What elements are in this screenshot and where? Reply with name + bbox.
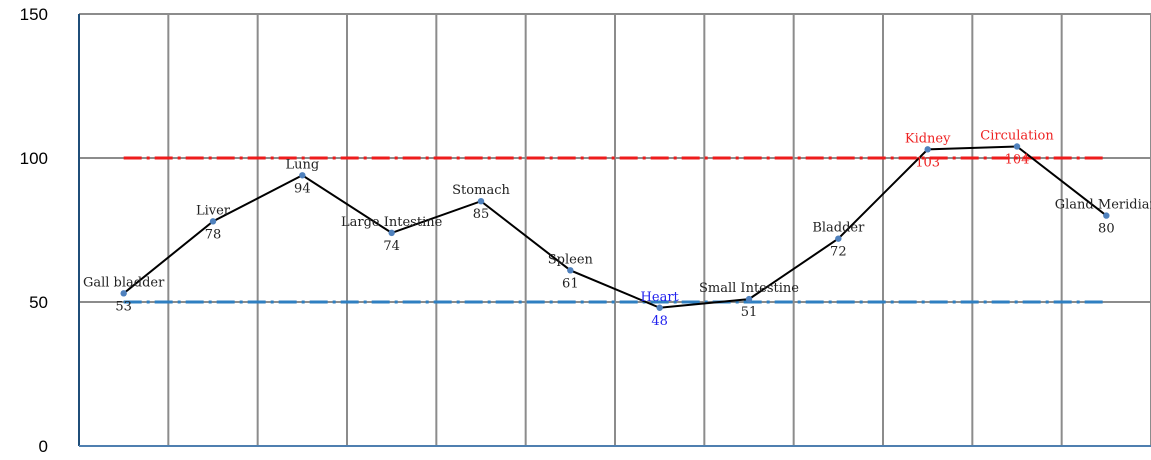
category-label: Large Intestine [341,215,443,230]
category-label: Liver [196,203,231,218]
data-point [835,235,842,242]
grid [79,13,1151,447]
category-label: Heart [641,290,680,305]
value-label: 53 [115,299,132,314]
data-point [1013,143,1021,150]
value-label: 85 [473,207,490,222]
reference-lines [123,156,1107,304]
value-label: 103 [915,155,940,170]
value-label: 48 [651,314,668,329]
category-label: Gland Meridian [1055,198,1151,213]
point-labels: Gall bladder 53 Liver 78 Lung 94 Large Intesti… [83,128,1151,328]
value-label: 51 [741,305,758,320]
value-label: 74 [383,239,400,254]
value-label: 80 [1098,222,1115,237]
category-label: Small Intestine [699,281,799,296]
category-label: Circulation [980,128,1054,143]
data-point [209,218,217,225]
value-label: 94 [294,181,311,196]
category-label: Spleen [548,252,594,267]
data-point [120,290,127,297]
y-tick-labels: 0 50 100 150 [20,5,48,456]
data-point [477,198,485,205]
axes [78,14,1151,447]
value-label: 78 [205,227,222,242]
value-label: 61 [562,276,579,291]
category-label: Stomach [452,183,510,198]
y-tick-label: 100 [20,149,48,168]
data-point [924,146,931,153]
data-point [567,267,574,274]
data-point [1103,212,1110,219]
value-label: 104 [1005,152,1030,167]
series [120,143,1110,311]
value-label: 72 [830,245,847,260]
data-point [299,172,306,179]
y-tick-label: 150 [20,5,48,24]
y-tick-label: 0 [39,437,48,456]
data-point [656,304,663,311]
y-tick-label: 50 [29,293,48,312]
category-label: Kidney [905,131,951,146]
data-point [745,295,753,303]
category-label: Bladder [812,221,865,236]
series-line [123,145,1107,309]
data-point [388,229,395,237]
category-label: Lung [285,157,319,172]
category-label: Gall bladder [83,275,165,290]
